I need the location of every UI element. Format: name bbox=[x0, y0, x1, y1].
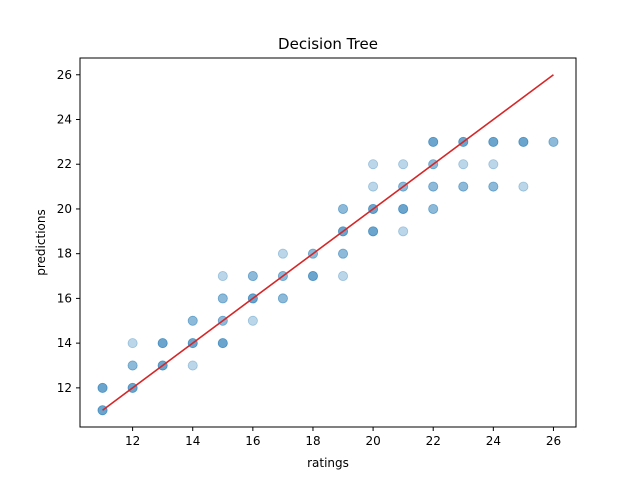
data-point bbox=[247, 315, 258, 326]
data-point bbox=[338, 203, 349, 214]
chart-title: Decision Tree bbox=[278, 35, 378, 53]
y-tick-label: 14 bbox=[57, 336, 72, 350]
y-tick-label: 18 bbox=[57, 247, 72, 261]
data-point bbox=[458, 181, 469, 192]
fit-line-layer bbox=[102, 74, 554, 411]
data-point bbox=[157, 338, 168, 349]
data-point bbox=[428, 203, 439, 214]
data-point bbox=[488, 136, 499, 147]
data-point bbox=[307, 271, 318, 282]
data-point bbox=[187, 315, 198, 326]
data-point bbox=[277, 293, 288, 304]
data-point bbox=[488, 159, 499, 170]
data-point bbox=[428, 136, 439, 147]
y-tick-label: 20 bbox=[57, 202, 72, 216]
plot-area bbox=[97, 74, 559, 416]
data-point bbox=[277, 248, 288, 259]
data-point bbox=[247, 271, 258, 282]
data-point bbox=[368, 159, 379, 170]
data-point bbox=[458, 159, 469, 170]
data-point bbox=[127, 360, 138, 371]
x-tick-label: 26 bbox=[546, 434, 561, 448]
data-point bbox=[217, 293, 228, 304]
y-axis: 12 14 16 18 20 22 24 26 bbox=[57, 68, 80, 395]
data-point bbox=[187, 360, 198, 371]
y-tick-label: 16 bbox=[57, 291, 72, 305]
y-tick-label: 22 bbox=[57, 157, 72, 171]
x-axis-label: ratings bbox=[307, 456, 349, 470]
x-tick-label: 16 bbox=[245, 434, 260, 448]
points-layer bbox=[97, 136, 559, 416]
data-point bbox=[398, 203, 409, 214]
data-point bbox=[428, 181, 439, 192]
x-tick-label: 20 bbox=[365, 434, 380, 448]
data-point bbox=[518, 181, 529, 192]
data-point bbox=[127, 338, 138, 349]
data-point bbox=[97, 382, 108, 393]
data-point bbox=[217, 271, 228, 282]
y-axis-label: predictions bbox=[34, 209, 48, 275]
data-point bbox=[368, 226, 379, 237]
x-tick-label: 24 bbox=[486, 434, 501, 448]
x-tick-label: 18 bbox=[305, 434, 320, 448]
data-point bbox=[368, 181, 379, 192]
data-point bbox=[338, 248, 349, 259]
axes-frame bbox=[79, 57, 577, 428]
data-point bbox=[217, 338, 228, 349]
x-axis: 12 14 16 18 20 22 24 26 bbox=[125, 427, 561, 448]
data-point bbox=[548, 136, 559, 147]
data-point bbox=[398, 226, 409, 237]
y-tick-label: 12 bbox=[57, 381, 72, 395]
fit-line bbox=[102, 74, 554, 411]
data-point bbox=[488, 181, 499, 192]
data-point bbox=[338, 271, 349, 282]
x-tick-label: 14 bbox=[185, 434, 200, 448]
y-tick-label: 26 bbox=[57, 68, 72, 82]
y-tick-label: 24 bbox=[57, 113, 72, 127]
x-tick-label: 22 bbox=[426, 434, 441, 448]
data-point bbox=[398, 159, 409, 170]
data-point bbox=[518, 136, 529, 147]
x-tick-label: 12 bbox=[125, 434, 140, 448]
